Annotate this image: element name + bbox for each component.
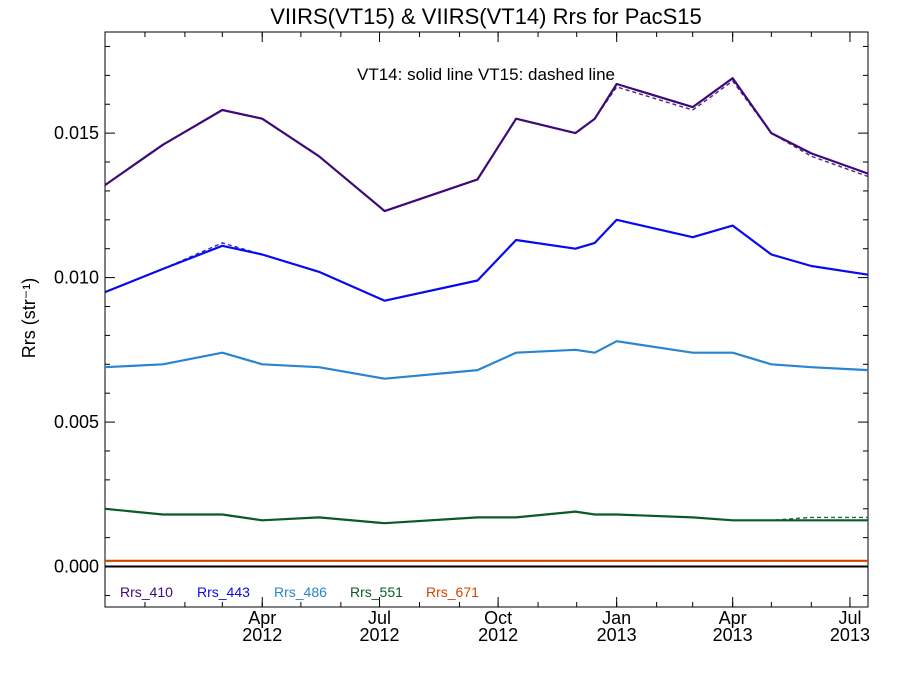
legend-entry: Rrs_443 <box>197 584 250 600</box>
series-line-vt15-rrs_551 <box>104 508 868 524</box>
legend-entry: Rrs_410 <box>120 584 173 600</box>
legend-entry: Rrs_671 <box>426 584 479 600</box>
x-tick-label-month: Apr <box>719 608 747 628</box>
chart-subtitle: VT14: solid line VT15: dashed line <box>357 65 615 84</box>
y-axis-label: Rrs (str⁻¹) <box>19 278 39 358</box>
x-tick-label-month: Jan <box>602 608 631 628</box>
x-tick-label-month: Apr <box>248 608 276 628</box>
x-tick-label-month: Jul <box>368 608 391 628</box>
series-line-vt15-rrs_486 <box>104 340 869 380</box>
series-line-vt14-rrs_410 <box>104 77 869 213</box>
x-tick-label-year: 2012 <box>242 625 282 645</box>
chart-title: VIIRS(VT15) & VIIRS(VT14) Rrs for PacS15 <box>270 4 702 29</box>
y-tick-label: 0.010 <box>54 268 99 288</box>
y-tick-label: 0.015 <box>54 123 99 143</box>
legend-entry: Rrs_486 <box>274 584 327 600</box>
series-line-vt15-rrs_410 <box>104 80 869 212</box>
plot-frame <box>104 31 869 608</box>
series-line-vt15-rrs_443 <box>104 219 869 302</box>
y-tick-label: 0.000 <box>54 557 99 577</box>
x-tick-label-month: Jul <box>838 608 861 628</box>
series-line-vt14-rrs_551 <box>104 507 868 525</box>
y-tick-label: 0.005 <box>54 412 99 432</box>
x-tick-label-year: 2012 <box>360 625 400 645</box>
x-tick-label-year: 2013 <box>597 625 637 645</box>
legend-entry: Rrs_551 <box>350 584 403 600</box>
x-tick-label-year: 2012 <box>478 625 518 645</box>
x-tick-label-year: 2013 <box>830 625 870 645</box>
series-line-vt14-rrs_486 <box>104 340 869 380</box>
x-tick-label-year: 2013 <box>713 625 753 645</box>
x-tick-label-month: Oct <box>484 608 512 628</box>
series-line-vt14-rrs_443 <box>104 218 869 302</box>
